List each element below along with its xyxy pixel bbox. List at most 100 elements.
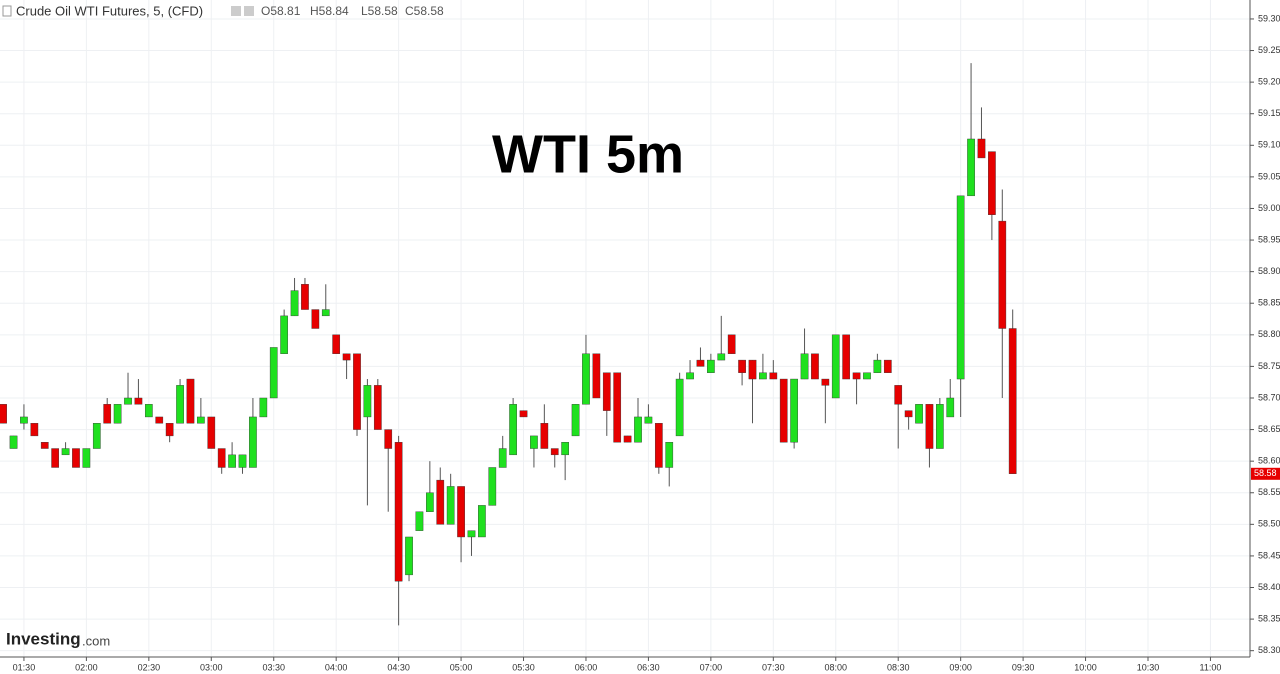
candle-body [530, 435, 538, 449]
settings-icon[interactable] [231, 6, 241, 16]
candle-body [946, 397, 955, 418]
candle-body [40, 442, 49, 449]
candle-body [488, 467, 497, 506]
candle-body [717, 353, 726, 361]
candle-body [113, 404, 122, 424]
candle-body [457, 486, 465, 538]
candle-body [748, 359, 757, 380]
ohlc-open: O58.81 [261, 4, 301, 18]
candle-body [665, 442, 674, 468]
candles [0, 63, 1017, 626]
candle-body [654, 423, 663, 468]
candle-body [675, 378, 684, 437]
candle-body [800, 353, 809, 380]
x-tick-label: 07:00 [700, 662, 723, 672]
candle-body [509, 404, 517, 456]
x-tick-label: 06:00 [575, 662, 598, 672]
x-tick-label: 11:00 [1200, 662, 1222, 672]
candle-body [280, 315, 288, 354]
candle-body [779, 378, 788, 443]
candle-body [759, 372, 767, 380]
y-tick-label: 58.45 [1258, 550, 1280, 560]
candle-body [925, 404, 934, 449]
close-icon[interactable] [244, 6, 254, 16]
ohlc-close: C58.58 [405, 4, 444, 18]
x-tick-label: 03:00 [200, 662, 223, 672]
candle-body [426, 492, 434, 512]
candle-body [9, 435, 18, 449]
candle-body [363, 385, 372, 418]
candle-body [238, 454, 247, 468]
candle-body [883, 359, 892, 373]
x-tick-label: 05:00 [450, 662, 473, 672]
candle-body [842, 334, 851, 380]
y-tick-label: 58.75 [1258, 361, 1280, 371]
candle-body [811, 353, 819, 380]
y-tick-label: 58.90 [1258, 266, 1280, 276]
x-tick-label: 09:00 [949, 662, 972, 672]
y-tick-label: 58.65 [1258, 424, 1280, 434]
candle-body [519, 410, 528, 418]
x-tick-label: 05:30 [512, 662, 535, 672]
candle-body [72, 448, 80, 468]
x-tick-label: 02:30 [138, 662, 161, 672]
y-tick-label: 59.15 [1258, 108, 1280, 118]
y-tick-label: 58.85 [1258, 298, 1280, 308]
candle-body [540, 423, 549, 449]
candle-body [321, 309, 330, 317]
candle-body [20, 416, 28, 424]
candle-body [144, 404, 153, 418]
candle-body [988, 151, 996, 215]
candle-body [290, 290, 299, 317]
candle-body [998, 220, 1007, 329]
y-tick-label: 58.95 [1258, 234, 1280, 244]
candle-body [186, 378, 195, 424]
candle-body [207, 416, 216, 449]
candle-body [904, 410, 913, 418]
candle-body [686, 372, 694, 380]
candle-body [831, 334, 840, 399]
candle-body [228, 454, 236, 468]
y-tick-label: 59.30 [1258, 13, 1280, 23]
candle-body [644, 416, 653, 424]
x-tick-label: 03:30 [262, 662, 285, 672]
chart-title: Crude Oil WTI Futures, 5, (CFD) [16, 3, 203, 18]
candle-body [353, 353, 361, 430]
candle-body [582, 353, 590, 405]
x-tick-label: 07:30 [762, 662, 785, 672]
candle-body [727, 334, 736, 354]
candle-body [92, 423, 101, 449]
candle-body [634, 416, 642, 443]
grid [0, 0, 1250, 657]
candle-body [967, 138, 975, 197]
y-tick-label: 59.00 [1258, 203, 1280, 213]
candle-body [82, 448, 91, 468]
candle-body [894, 385, 903, 405]
candle-body [342, 353, 351, 361]
x-tick-label: 01:30 [13, 662, 36, 672]
candle-body [592, 353, 601, 399]
candle-body [707, 359, 715, 373]
candle-body [935, 404, 944, 449]
candle-body [405, 536, 413, 576]
watermark-brand: Investing [6, 629, 81, 648]
collapse-icon[interactable] [2, 5, 12, 17]
x-tick-label: 04:00 [325, 662, 348, 672]
candle-body [249, 416, 257, 468]
candle-body [623, 435, 632, 443]
candle-body [259, 397, 268, 418]
candle-body [51, 448, 60, 468]
candle-body [1008, 328, 1017, 474]
candle-body [61, 448, 70, 456]
y-tick-label: 58.70 [1258, 392, 1280, 402]
x-tick-label: 10:00 [1074, 662, 1097, 672]
candle-body [155, 416, 164, 424]
last-price-box [1251, 467, 1280, 480]
candle-body [197, 416, 205, 424]
candle-body [613, 372, 622, 443]
candle-body [384, 429, 393, 449]
candle-body [956, 195, 965, 380]
y-tick-label: 59.05 [1258, 171, 1280, 181]
